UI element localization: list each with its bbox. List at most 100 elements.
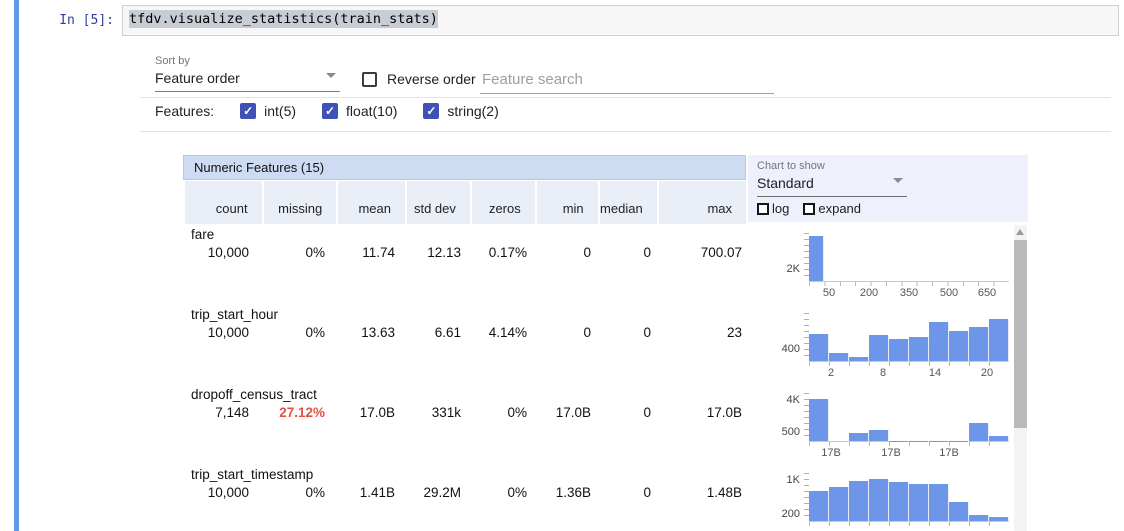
stat-value-mean: 11.74: [362, 245, 395, 260]
feature-type-filter-int[interactable]: ✓ int(5): [240, 103, 296, 119]
y-axis-label: 500: [781, 425, 800, 438]
histogram-bar: [849, 433, 869, 441]
stat-value-min: 1.36B: [555, 485, 591, 500]
stat-value-median: 0: [643, 325, 651, 340]
histogram-bar: [849, 481, 869, 521]
sort-by-label: Sort by: [155, 55, 190, 67]
chart-option-log[interactable]: log: [757, 201, 789, 216]
stat-value-median: 0: [643, 245, 651, 260]
table-row: trip_start_timestamp 10,000 0% 1.41B 29.2M 0%…: [183, 465, 1028, 531]
stat-value-max: 23: [726, 325, 742, 340]
histogram-bar: [849, 356, 869, 361]
histogram-bar: [909, 337, 929, 361]
stat-value-missing: 0%: [305, 245, 325, 260]
stat-value-min: 0: [583, 245, 591, 260]
divider: [140, 131, 1111, 132]
checkbox-checked-icon[interactable]: ✓: [423, 103, 440, 119]
chart-controls-panel: Chart to show Standard log expand: [748, 155, 1028, 222]
stat-value-count: 10,000: [207, 325, 249, 340]
chevron-down-icon: [326, 73, 336, 94]
histogram-bar: [869, 430, 889, 441]
histogram-bar: [869, 334, 889, 361]
sort-by-dropdown[interactable]: Feature order: [155, 70, 340, 94]
feature-values: 10,000 0% 13.63 6.61 4.14% 0 0 23: [183, 325, 1028, 340]
plot-area: [809, 393, 1009, 442]
histogram-bar: [969, 514, 989, 521]
histogram-dropoff_census_tract: 4K 500 17B 17B 17B: [760, 385, 1010, 463]
filter-label: string(2): [447, 103, 499, 119]
stat-value-max: 17.0B: [706, 405, 742, 420]
y-axis-ticks: [804, 233, 809, 281]
chart-scrollbar[interactable]: [1014, 225, 1027, 531]
stat-value-std-dev: 331k: [431, 405, 461, 420]
x-axis-label: 17B: [939, 447, 959, 459]
column-header-zeros: zeros: [469, 181, 535, 224]
x-axis-label: 20: [980, 367, 994, 379]
histogram-bar: [829, 352, 849, 361]
checkbox-checked-icon[interactable]: ✓: [240, 103, 257, 119]
chart-type-dropdown[interactable]: Standard: [757, 175, 907, 199]
histogram-fare: 2K 50 200 350 500 650: [760, 225, 1010, 303]
checkbox-checked-icon[interactable]: ✓: [322, 103, 339, 119]
histogram-bar: [809, 236, 825, 281]
y-axis-ticks: [804, 473, 809, 521]
histogram-bar: [809, 398, 829, 441]
x-axis-label: 50: [822, 287, 836, 299]
histogram-bar: [989, 436, 1009, 441]
stat-value-missing: 27.12%: [279, 405, 325, 420]
x-axis-label: 17B: [821, 447, 841, 459]
checkbox-unchecked-icon[interactable]: [803, 202, 816, 215]
chart-option-label: expand: [818, 201, 862, 216]
histogram-bar: [969, 327, 989, 361]
code-input[interactable]: tfdv.visualize_statistics(train_stats): [122, 5, 1119, 36]
x-axis-label: 350: [899, 287, 919, 299]
feature-name: trip_start_hour: [191, 307, 279, 322]
feature-type-filter-string[interactable]: ✓ string(2): [423, 103, 499, 119]
plot-area: [809, 313, 1009, 362]
code-text: tfdv.visualize_statistics(train_stats): [129, 10, 438, 28]
chart-option-expand[interactable]: expand: [803, 201, 861, 216]
histogram-trip_start_timestamp: 1K 200: [760, 465, 1010, 531]
feature-name: trip_start_timestamp: [191, 467, 314, 482]
plot-area: [809, 473, 1009, 522]
column-header-count: count: [183, 181, 262, 224]
x-axis-ticks: [809, 442, 1009, 446]
stat-value-max: 1.48B: [706, 485, 742, 500]
y-axis-ticks: [804, 313, 809, 361]
column-header-mean: mean: [336, 181, 405, 224]
checkbox-unchecked-icon[interactable]: [757, 202, 769, 215]
stat-value-missing: 0%: [305, 485, 325, 500]
histogram-bar: [989, 516, 1009, 521]
chevron-down-icon: [893, 178, 903, 199]
reverse-order-checkbox[interactable]: [362, 71, 377, 87]
stat-value-std-dev: 12.13: [427, 245, 461, 260]
column-header-min: min: [534, 181, 598, 224]
chart-type-value: Standard: [757, 175, 814, 191]
stat-value-zeros: 4.14%: [488, 325, 527, 340]
x-axis-label: 650: [977, 287, 997, 299]
stat-value-zeros: 0.17%: [488, 245, 527, 260]
column-header-missing: missing: [261, 181, 337, 224]
scrollbar-thumb[interactable]: [1014, 240, 1027, 428]
y-axis-label: 2K: [786, 262, 800, 275]
x-axis-label: 17B: [881, 447, 901, 459]
scroll-up-icon[interactable]: [1016, 229, 1024, 235]
y-axis-ticks: [804, 393, 809, 441]
stat-value-zeros: 0%: [507, 405, 527, 420]
y-axis-label: 200: [781, 507, 800, 520]
sort-by-value: Feature order: [155, 70, 240, 86]
stat-value-median: 0: [643, 405, 651, 420]
histogram-bar: [829, 487, 849, 521]
feature-type-filter-float[interactable]: ✓ float(10): [322, 103, 397, 119]
x-axis-label: 200: [859, 287, 879, 299]
filter-label: float(10): [346, 103, 398, 119]
y-axis-label: 4K: [786, 393, 800, 406]
histogram-bar: [909, 484, 929, 521]
histogram-bar: [869, 479, 889, 521]
table-row: trip_start_hour 10,000 0% 13.63 6.61 4.14% 0 0 2…: [183, 305, 1028, 385]
histogram-bar: [889, 482, 909, 521]
divider: [140, 97, 1111, 98]
search-input[interactable]: [480, 66, 774, 94]
stat-value-min: 0: [583, 325, 591, 340]
stat-value-std-dev: 6.61: [434, 325, 461, 340]
